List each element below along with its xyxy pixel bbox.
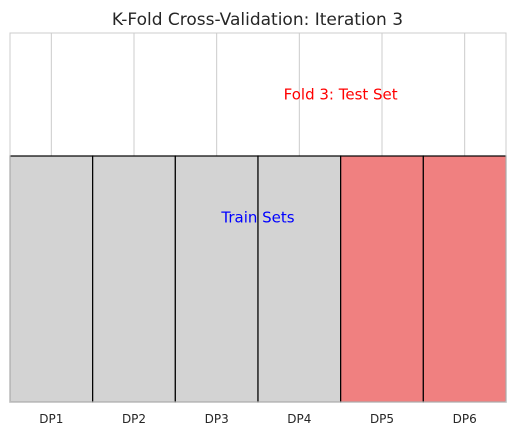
bar-dp6 — [422, 155, 507, 403]
bar-dp1 — [9, 155, 94, 403]
annotation-label: Train Sets — [220, 209, 294, 227]
x-tick-label: DP6 — [453, 412, 477, 426]
chart-title: K-Fold Cross-Validation: Iteration 3 — [112, 10, 403, 30]
bar-dp2 — [92, 155, 176, 403]
annotations: Fold 3: Test Set Train Sets — [220, 86, 397, 227]
x-tick-labels: DP1 DP2 DP3 DP4 DP5 DP6 — [39, 412, 476, 426]
x-tick-label: DP1 — [39, 412, 63, 426]
bar-dp4 — [257, 155, 342, 403]
annotation-label: Fold 3: Test Set — [284, 86, 398, 104]
x-tick-label: DP4 — [287, 412, 311, 426]
plot-frame — [9, 32, 507, 403]
x-tick-label: DP2 — [122, 412, 146, 426]
x-tick-label: DP3 — [205, 412, 229, 426]
bars — [9, 155, 507, 403]
bar-dp5 — [340, 155, 424, 403]
x-tick-label: DP5 — [370, 412, 394, 426]
bar-dp3 — [174, 155, 259, 403]
